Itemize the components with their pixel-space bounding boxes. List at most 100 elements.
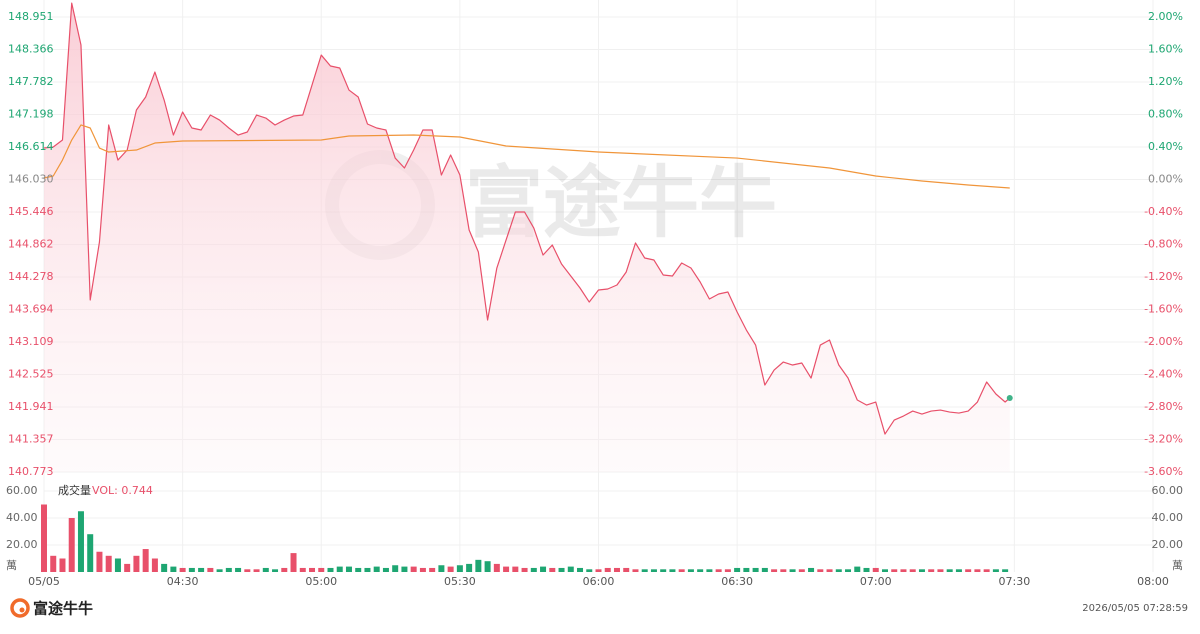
volume-bar [438,565,445,572]
overlay: 05/05 04:30 05:00 05:30 06:00 06:30 07:00 07:30… [6,10,1183,588]
volume-bar [946,569,953,572]
volume-tick-label: 40.00 [6,511,38,524]
volume-bar [124,563,131,572]
volume-bar [872,567,879,572]
volume-tick-label-right: 60.00 [1152,484,1184,497]
volume-bar [928,569,935,572]
y2-tick-label: 0.00% [1148,173,1183,186]
volume-bar [937,569,944,572]
volume-bar [771,569,778,572]
volume-bar [309,567,316,572]
volume-bar [161,563,168,572]
volume-bar [50,555,57,572]
y-tick-label: 146.030 [8,173,54,186]
volume-bar [235,567,242,572]
volume-bar [900,569,907,572]
volume-bar [826,569,833,572]
volume-bar [272,569,279,572]
volume-bar [567,566,574,572]
y2-tick-label: -0.80% [1144,238,1183,251]
x-tick-label: 05/05 [28,575,60,588]
volume-bar [318,567,325,572]
volume-annotation: VOL: 0.744 [92,484,153,497]
volume-bar [752,567,759,572]
x-tick-label: 06:30 [721,575,753,588]
volume-tick-label-right: 20.00 [1152,538,1184,551]
volume-bar [392,565,399,572]
footer-brand: 富途牛牛 [33,600,93,618]
volume-unit-right: 萬 [1172,559,1183,572]
volume-bar [650,569,657,572]
y-tick-label: 143.694 [8,302,54,315]
volume-bar [743,567,750,572]
volume-bar [179,567,186,572]
volume-bar [540,566,547,572]
y2-tick-label: -2.00% [1144,335,1183,348]
volume-bar [512,566,519,572]
volume-bar [114,558,121,572]
volume-bar [891,569,898,572]
volume-bar [262,567,269,572]
volume-bar [835,569,842,572]
y2-tick-label: -2.80% [1144,400,1183,413]
volume-bar [632,569,639,572]
x-tick-label: 08:00 [1137,575,1169,588]
x-tick-label: 05:30 [444,575,476,588]
y2-tick-label: 2.00% [1148,10,1183,23]
y-tick-label: 140.773 [8,465,54,478]
volume-bar [216,569,223,572]
volume-bar [623,567,630,572]
volume-title: 成交量 [58,483,91,497]
volume-bar [290,553,297,572]
volume-bar [604,567,611,572]
y-tick-label: 144.862 [8,238,54,251]
volume-bar [77,511,84,572]
volume-bar [41,504,47,572]
volume-bar [687,569,694,572]
y-tick-label: 147.782 [8,75,54,88]
volume-bar [613,567,620,572]
last-price-dot [1006,395,1013,402]
y-tick-label: 145.446 [8,205,54,218]
volume-bar [558,567,565,572]
volume-bar [881,569,888,572]
volume-bar [429,567,436,572]
y2-tick-label: -1.60% [1144,303,1183,316]
y-tick-label: 146.614 [8,140,54,153]
volume-tick-label: 60.00 [6,484,38,497]
y-tick-label: 141.357 [8,433,54,446]
volume-bar [87,534,94,572]
volume-bar [798,569,805,572]
volume-bar [207,567,214,572]
volume-tick-label: 20.00 [6,538,38,551]
volume-bar [817,569,824,572]
volume-bar [660,569,667,572]
volume-bar [447,566,454,572]
volume-bar [918,569,925,572]
volume-bar [503,566,510,572]
volume-unit-left: 萬 [6,559,17,572]
y-tick-label: 148.366 [8,43,54,56]
volume-bar [845,569,852,572]
volume-bar [244,569,251,572]
x-tick-label: 04:30 [167,575,199,588]
y2-tick-label: -1.20% [1144,270,1183,283]
volume-bar [530,567,537,572]
volume-bar [789,569,796,572]
logo-dot [19,607,25,613]
volume-bar [965,569,972,572]
y2-tick-label: 1.60% [1148,43,1183,56]
volume-bar [327,567,334,572]
volume-bar [577,567,584,572]
volume-bar [992,569,999,572]
volume-bar [401,566,408,572]
volume-bar [133,555,140,572]
volume-bar [96,551,103,572]
volume-bar [345,566,352,572]
price-line [44,2,1011,435]
volume-bar [761,567,768,572]
volume-bar [475,559,482,572]
y-tick-label: 148.951 [8,10,54,23]
volume-bar [909,569,916,572]
